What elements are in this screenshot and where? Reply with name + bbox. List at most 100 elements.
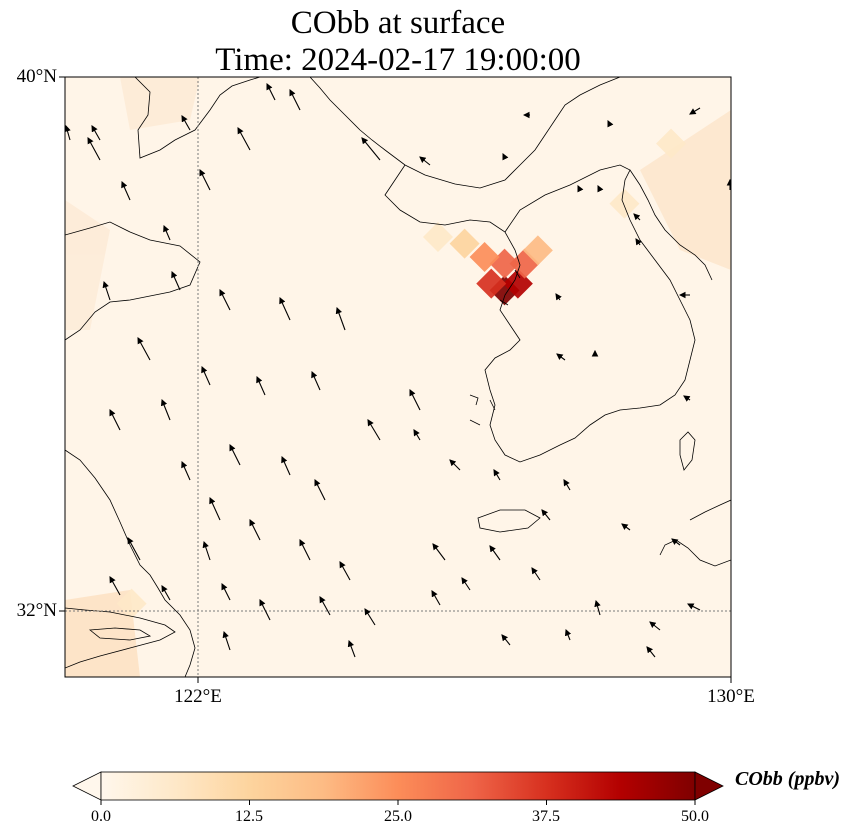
wind-arrow	[65, 124, 71, 141]
plume-layer	[116, 128, 687, 619]
lon-tick-122e: 122°E	[174, 686, 222, 707]
plume-cell	[449, 228, 480, 259]
wind-arrow	[364, 608, 376, 626]
wind-arrow	[319, 596, 331, 616]
wind-arrow	[163, 224, 171, 241]
colorbar-max-extend	[694, 771, 724, 801]
coastline-liaodong	[134, 77, 261, 159]
wind-arrow	[281, 455, 291, 476]
colorbar-tick-25: 25.0	[384, 808, 412, 825]
coastline-korea-east-north	[629, 169, 713, 281]
wind-arrow	[489, 545, 501, 561]
axis-ticks	[59, 76, 732, 683]
wind-arrow	[531, 567, 541, 581]
wind-arrow	[102, 280, 111, 301]
plume-cell	[116, 588, 147, 619]
colorbar-tick-0: 0.0	[91, 808, 111, 825]
plume-cell	[509, 248, 540, 279]
wind-arrow	[683, 395, 691, 402]
wind-arrow	[279, 296, 291, 321]
plume-cell	[489, 248, 520, 279]
coastlines	[65, 77, 731, 677]
wind-arrow	[256, 375, 266, 396]
map-title-line1: CObb at surface	[290, 5, 506, 41]
colorbar-min-extend	[72, 771, 102, 801]
wind-arrow	[289, 89, 301, 111]
wind-arrow	[259, 599, 271, 621]
wind-arrow	[607, 120, 614, 128]
wind-arrow	[577, 185, 584, 193]
wind-arrow	[266, 83, 276, 101]
coastline-west-korea-bay	[384, 164, 696, 463]
coastline-kyushu	[659, 499, 731, 567]
wind-arrow	[160, 398, 171, 421]
wind-arrow	[222, 630, 231, 651]
wind-arrow	[209, 496, 221, 521]
wind-arrow	[461, 577, 471, 591]
coastline-korea-west	[309, 77, 621, 189]
wind-arrow	[181, 460, 191, 481]
wind-arrow	[633, 213, 641, 221]
wind-arrow	[671, 538, 681, 546]
wind-arrow	[249, 519, 261, 541]
wind-vectors	[65, 83, 731, 658]
wind-arrow	[181, 115, 191, 131]
coastline-korea-islands	[469, 269, 521, 426]
wind-arrow	[171, 270, 181, 291]
wind-arrow	[237, 127, 251, 151]
haze-patches	[65, 77, 731, 677]
lat-tick-32n: 32°N	[16, 600, 57, 621]
wind-arrow	[314, 479, 326, 501]
wind-arrow	[493, 469, 501, 481]
wind-arrow	[563, 479, 571, 491]
map-title-line2: Time: 2024-02-17 19:00:00	[215, 42, 581, 78]
plume-cell	[469, 242, 500, 272]
wind-arrow	[635, 238, 642, 246]
colorbar	[72, 771, 724, 805]
wind-arrow	[419, 156, 431, 166]
wind-arrow	[87, 137, 101, 161]
wind-arrow	[556, 353, 566, 361]
plume-cell	[656, 128, 687, 159]
coastline-yangtze-island	[88, 627, 152, 641]
colorbar-bar	[100, 771, 696, 801]
colorbar-tick-50: 50.0	[681, 808, 709, 825]
wind-arrow	[339, 561, 351, 581]
wind-arrow	[449, 459, 461, 471]
wind-arrow	[621, 523, 631, 531]
lat-tick-40n: 40°N	[16, 66, 57, 87]
plume-cell	[522, 235, 553, 266]
wind-arrow	[109, 409, 121, 431]
plume-cell	[476, 268, 507, 299]
wind-arrow	[202, 540, 211, 561]
wind-arrow	[687, 603, 701, 611]
wind-arrow	[161, 585, 171, 601]
wind-arrow	[649, 621, 661, 631]
wind-arrow	[219, 289, 231, 311]
wind-arrow	[564, 628, 572, 641]
wind-arrow	[201, 365, 211, 386]
wind-arrow	[311, 370, 321, 391]
wind-arrow	[409, 389, 421, 411]
map-background	[65, 77, 731, 677]
coastline-tsushima	[679, 431, 696, 471]
wind-arrow	[432, 543, 446, 561]
wind-arrow	[221, 583, 231, 601]
wind-arrow	[502, 153, 509, 161]
gridlines	[65, 77, 731, 677]
map-frame	[64, 76, 732, 678]
wind-arrow	[299, 539, 311, 561]
wind-arrow	[347, 639, 356, 658]
wind-arrow	[367, 419, 381, 441]
wind-arrow	[501, 634, 511, 646]
plume-cell	[609, 188, 640, 219]
wind-arrow	[127, 537, 141, 561]
wind-arrow	[646, 646, 656, 658]
wind-arrow	[109, 576, 121, 596]
wind-arrow	[91, 125, 101, 141]
wind-arrow	[199, 169, 211, 191]
wind-arrow	[594, 599, 601, 616]
wind-arrow	[137, 337, 151, 361]
colorbar-tick-37-5: 37.5	[532, 808, 560, 825]
